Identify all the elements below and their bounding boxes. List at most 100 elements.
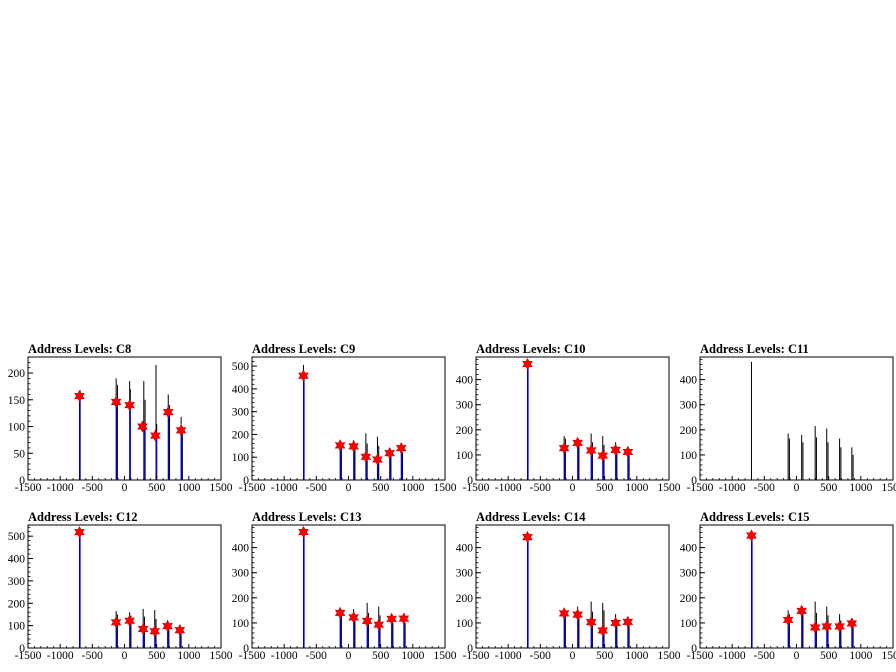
panel-title: Address Levels: C15 <box>700 510 810 524</box>
peak-marker <box>585 444 597 457</box>
y-tick-label: 50 <box>14 448 26 460</box>
plot-frame <box>699 356 894 481</box>
x-tick-label: -500 <box>754 650 775 662</box>
peak-marker <box>137 622 149 636</box>
plot-frame <box>27 356 222 481</box>
plot-frame <box>699 524 894 649</box>
x-tick-label: 0 <box>570 482 576 494</box>
y-tick-label: 400 <box>232 384 250 396</box>
x-tick-label: 1000 <box>849 650 872 662</box>
y-tick-label: 150 <box>8 395 26 407</box>
y-tick-label: 200 <box>680 425 698 437</box>
y-tick-label: 200 <box>8 368 26 380</box>
x-tick-label: -500 <box>306 482 327 494</box>
x-tick-label: -1500 <box>463 650 490 662</box>
plot-frame <box>27 524 222 649</box>
x-tick-label: -500 <box>82 482 103 494</box>
y-tick-label: 0 <box>243 475 249 487</box>
panel-c10: Address Levels: C10 -1500 -1000 -500 0 500 100… <box>456 342 681 494</box>
y-tick-label: 400 <box>456 375 474 387</box>
x-tick-label: 500 <box>820 482 838 494</box>
x-tick-label: 1000 <box>625 482 648 494</box>
peak-marker <box>334 439 346 452</box>
y-tick-label: 0 <box>19 475 25 487</box>
peak-marker <box>124 398 135 412</box>
panel-title: Address Levels: C12 <box>28 510 138 524</box>
peak-marker <box>522 357 533 371</box>
panel-title: Address Levels: C9 <box>252 342 355 356</box>
peak-marker <box>384 446 396 460</box>
peak-marker <box>162 619 173 633</box>
peak-marker <box>585 615 597 629</box>
peak-marker <box>373 618 385 631</box>
y-tick-label: 0 <box>19 643 25 655</box>
x-tick-label: 0 <box>122 650 128 662</box>
peak-marker <box>597 624 609 637</box>
x-tick-label: 1500 <box>434 482 457 494</box>
peak-marker <box>395 441 407 455</box>
x-tick-label: 1500 <box>210 650 233 662</box>
y-tick-label: 500 <box>232 361 250 373</box>
y-tick-label: 0 <box>691 475 697 487</box>
peak-marker <box>572 608 583 621</box>
peak-marker <box>746 529 757 542</box>
y-tick-label: 300 <box>232 407 250 419</box>
x-tick-label: 0 <box>122 482 128 494</box>
x-tick-label: -1000 <box>719 650 746 662</box>
panel-c11: Address Levels: C11 -1500 -1000 -500 0 500 100… <box>680 342 896 494</box>
peak-marker <box>796 604 807 618</box>
plot-frame <box>251 356 446 481</box>
x-tick-label: -1000 <box>719 482 746 494</box>
x-tick-label: -1000 <box>271 482 298 494</box>
y-tick-label: 400 <box>680 375 698 387</box>
x-tick-label: -1500 <box>15 650 42 662</box>
peak-marker <box>174 623 186 637</box>
peak-marker <box>386 612 397 626</box>
y-tick-label: 300 <box>232 568 250 580</box>
x-tick-label: -500 <box>754 482 775 494</box>
panel-title: Address Levels: C14 <box>476 510 586 524</box>
peak-marker <box>834 620 845 633</box>
peak-marker <box>298 369 309 382</box>
peak-marker <box>522 530 533 544</box>
panel-c8: Address Levels: C8-1500 -1000 -500 0 500 1000… <box>8 342 233 494</box>
x-tick-label: 1000 <box>401 650 424 662</box>
x-tick-label: 500 <box>596 650 614 662</box>
peak-marker <box>610 443 621 457</box>
x-tick-label: 1500 <box>210 482 233 494</box>
x-tick-label: -500 <box>306 650 327 662</box>
x-tick-label: 1000 <box>177 482 200 494</box>
x-tick-label: 1500 <box>882 482 896 494</box>
peak-marker <box>372 453 383 466</box>
peak-marker <box>348 440 359 453</box>
y-tick-label: 400 <box>8 554 26 566</box>
peak-marker <box>782 613 794 627</box>
x-tick-label: 500 <box>372 482 390 494</box>
y-tick-label: 300 <box>456 568 474 580</box>
y-tick-label: 200 <box>456 593 474 605</box>
x-tick-label: 0 <box>794 650 800 662</box>
y-tick-label: 400 <box>456 543 474 555</box>
x-tick-label: 1000 <box>177 650 200 662</box>
y-tick-label: 100 <box>8 422 26 434</box>
panel-title: Address Levels: C8 <box>28 342 131 356</box>
y-tick-label: 300 <box>8 576 26 588</box>
peak-marker <box>610 616 621 630</box>
y-tick-label: 300 <box>456 400 474 412</box>
plot-frame <box>251 524 446 649</box>
y-tick-label: 0 <box>467 643 473 655</box>
y-tick-label: 300 <box>680 400 698 412</box>
y-tick-label: 0 <box>467 475 473 487</box>
plot-frame <box>475 524 670 649</box>
x-tick-label: -1500 <box>463 482 490 494</box>
peak-marker <box>110 395 122 409</box>
y-tick-label: 100 <box>680 618 698 630</box>
x-tick-label: 1000 <box>849 482 872 494</box>
y-tick-label: 100 <box>232 452 250 464</box>
y-tick-label: 200 <box>232 429 250 441</box>
panel-c13: Address Levels: C13 -1500 -1000 -500 0 500 100… <box>232 510 457 662</box>
x-tick-label: 0 <box>794 482 800 494</box>
y-tick-label: 500 <box>8 531 26 543</box>
x-tick-label: 1500 <box>658 650 681 662</box>
x-tick-label: -1500 <box>687 650 714 662</box>
